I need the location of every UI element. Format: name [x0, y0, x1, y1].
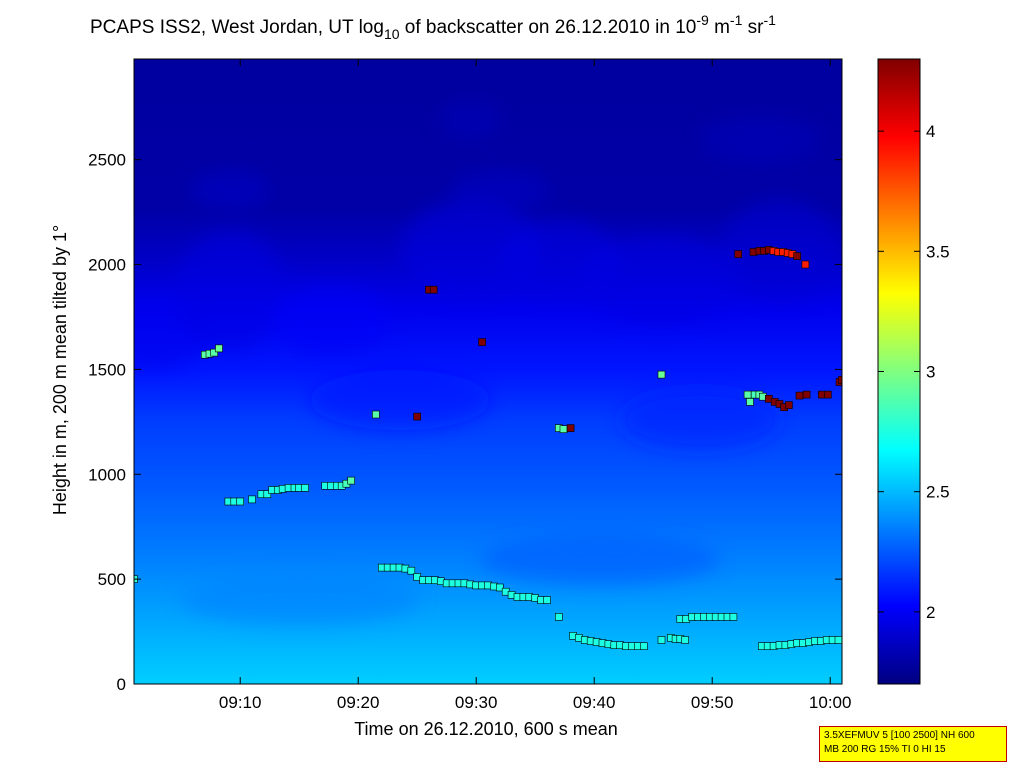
- upper-layer-marker: [734, 250, 743, 258]
- middle-layer-marker: [215, 344, 223, 353]
- lowest-layer-marker: [407, 566, 416, 575]
- middle-layer-marker: [838, 376, 842, 384]
- y-axis-ticks: 0 500 1000 1500 2000 2500: [88, 151, 842, 694]
- upper-layer-marker: [801, 260, 810, 269]
- colorbar-tick-label: 3.5: [926, 242, 950, 261]
- lowest-layer-marker: [301, 484, 309, 492]
- heatmap-structure: [310, 370, 490, 430]
- y-tick-label: 2000: [88, 256, 126, 275]
- lowest-layer-marker: [834, 636, 842, 644]
- y-tick-label: 2500: [88, 151, 126, 170]
- colorbar-ticks: 2 2.5 3 3.5 4: [878, 122, 950, 622]
- middle-layer-marker: [372, 410, 380, 419]
- colorbar-tick-label: 2.5: [926, 483, 950, 502]
- title-m: m: [709, 17, 730, 38]
- middle-layer-marker: [657, 370, 666, 379]
- middle-layer-marker: [823, 390, 832, 399]
- middle-layer-marker: [210, 348, 218, 357]
- lowest-layer-marker: [681, 636, 689, 644]
- middle-layer-marker: [746, 398, 754, 406]
- heatmap-structure: [190, 170, 270, 210]
- colorbar-tick-label: 2: [926, 603, 935, 622]
- lowest-layer-marker: [554, 613, 563, 621]
- title-sub-10: 10: [384, 26, 400, 42]
- title-sr: sr: [742, 17, 764, 38]
- y-axis-label: Height in m, 200 m mean tilted by 1°: [50, 225, 70, 515]
- info-line-2: MB 200 RG 15% TI 0 HI 15: [824, 744, 946, 755]
- heatmap-structure: [270, 285, 390, 355]
- heatmap-structures: [134, 100, 840, 625]
- lowest-layer-marker: [248, 495, 256, 504]
- heatmap-structure: [620, 390, 780, 450]
- upper-layer-marker: [478, 338, 486, 346]
- info-line-1: 3.5XEFMUV 5 [100 2500] NH 600: [824, 730, 975, 741]
- chart-title: PCAPS ISS2, West Jordan, UT log10 of bac…: [90, 12, 776, 42]
- heatmap-structure: [180, 575, 420, 625]
- x-tick-label: 09:10: [219, 693, 262, 712]
- colorbar-tick-label: 3: [926, 363, 935, 382]
- middle-layer-marker: [743, 390, 752, 399]
- processing-info-box: 3.5XEFMUV 5 [100 2500] NH 600 MB 200 RG …: [819, 726, 1007, 762]
- x-axis-ticks: 09:10 09:20 09:30 09:40 09:50 10:00: [219, 59, 852, 712]
- y-tick-label: 1000: [88, 465, 126, 484]
- title-mid: of backscatter on 26.12.2010 in 10: [400, 17, 697, 38]
- middle-layer-marker: [785, 401, 793, 409]
- x-tick-label: 09:40: [573, 693, 616, 712]
- colorbar: [877, 58, 921, 685]
- lowest-layer-marker: [263, 490, 272, 499]
- title-sup-minus9: -9: [696, 12, 709, 28]
- lowest-layer-marker: [729, 613, 738, 621]
- lowest-layer-marker: [639, 642, 648, 651]
- middle-layer-marker: [566, 424, 575, 432]
- middle-layer-marker: [559, 425, 568, 434]
- colorbar-tick-label: 4: [926, 122, 935, 141]
- layer-markers: [134, 246, 842, 651]
- y-tick-label: 500: [98, 570, 126, 589]
- lowest-layer-marker: [657, 636, 666, 644]
- middle-layer-marker: [413, 412, 422, 421]
- heatmap-structure: [450, 170, 550, 210]
- y-tick-label: 0: [117, 675, 126, 694]
- heatmap-structure: [175, 230, 285, 350]
- lowest-layer-marker: [543, 596, 551, 604]
- x-tick-label: 09:50: [691, 693, 734, 712]
- lowest-layer-marker: [347, 476, 355, 485]
- title-prefix: PCAPS ISS2, West Jordan, UT log: [90, 17, 384, 38]
- lowest-layer-marker: [495, 583, 504, 592]
- backscatter-heatmap: [134, 59, 842, 684]
- x-tick-label: 09:30: [455, 693, 498, 712]
- heatmap-structure: [580, 235, 740, 325]
- upper-layer-marker: [793, 252, 802, 260]
- upper-layer-marker: [429, 285, 438, 294]
- middle-layer-marker: [841, 361, 842, 370]
- y-tick-label: 1500: [88, 360, 126, 379]
- heatmap-structure: [700, 115, 820, 165]
- plot-frame: [133, 58, 843, 685]
- x-axis-label: Time on 26.12.2010, 600 s mean: [354, 719, 618, 739]
- lowest-layer-marker: [236, 497, 244, 506]
- heatmap-structure: [440, 100, 500, 140]
- middle-layer-marker: [802, 390, 811, 399]
- title-sup-minus1b: -1: [763, 12, 776, 28]
- x-tick-label: 10:00: [809, 693, 852, 712]
- middle-layer-marker: [795, 391, 804, 400]
- heatmap-structure: [480, 535, 720, 585]
- title-sup-minus1a: -1: [730, 12, 743, 28]
- x-tick-label: 09:20: [337, 693, 380, 712]
